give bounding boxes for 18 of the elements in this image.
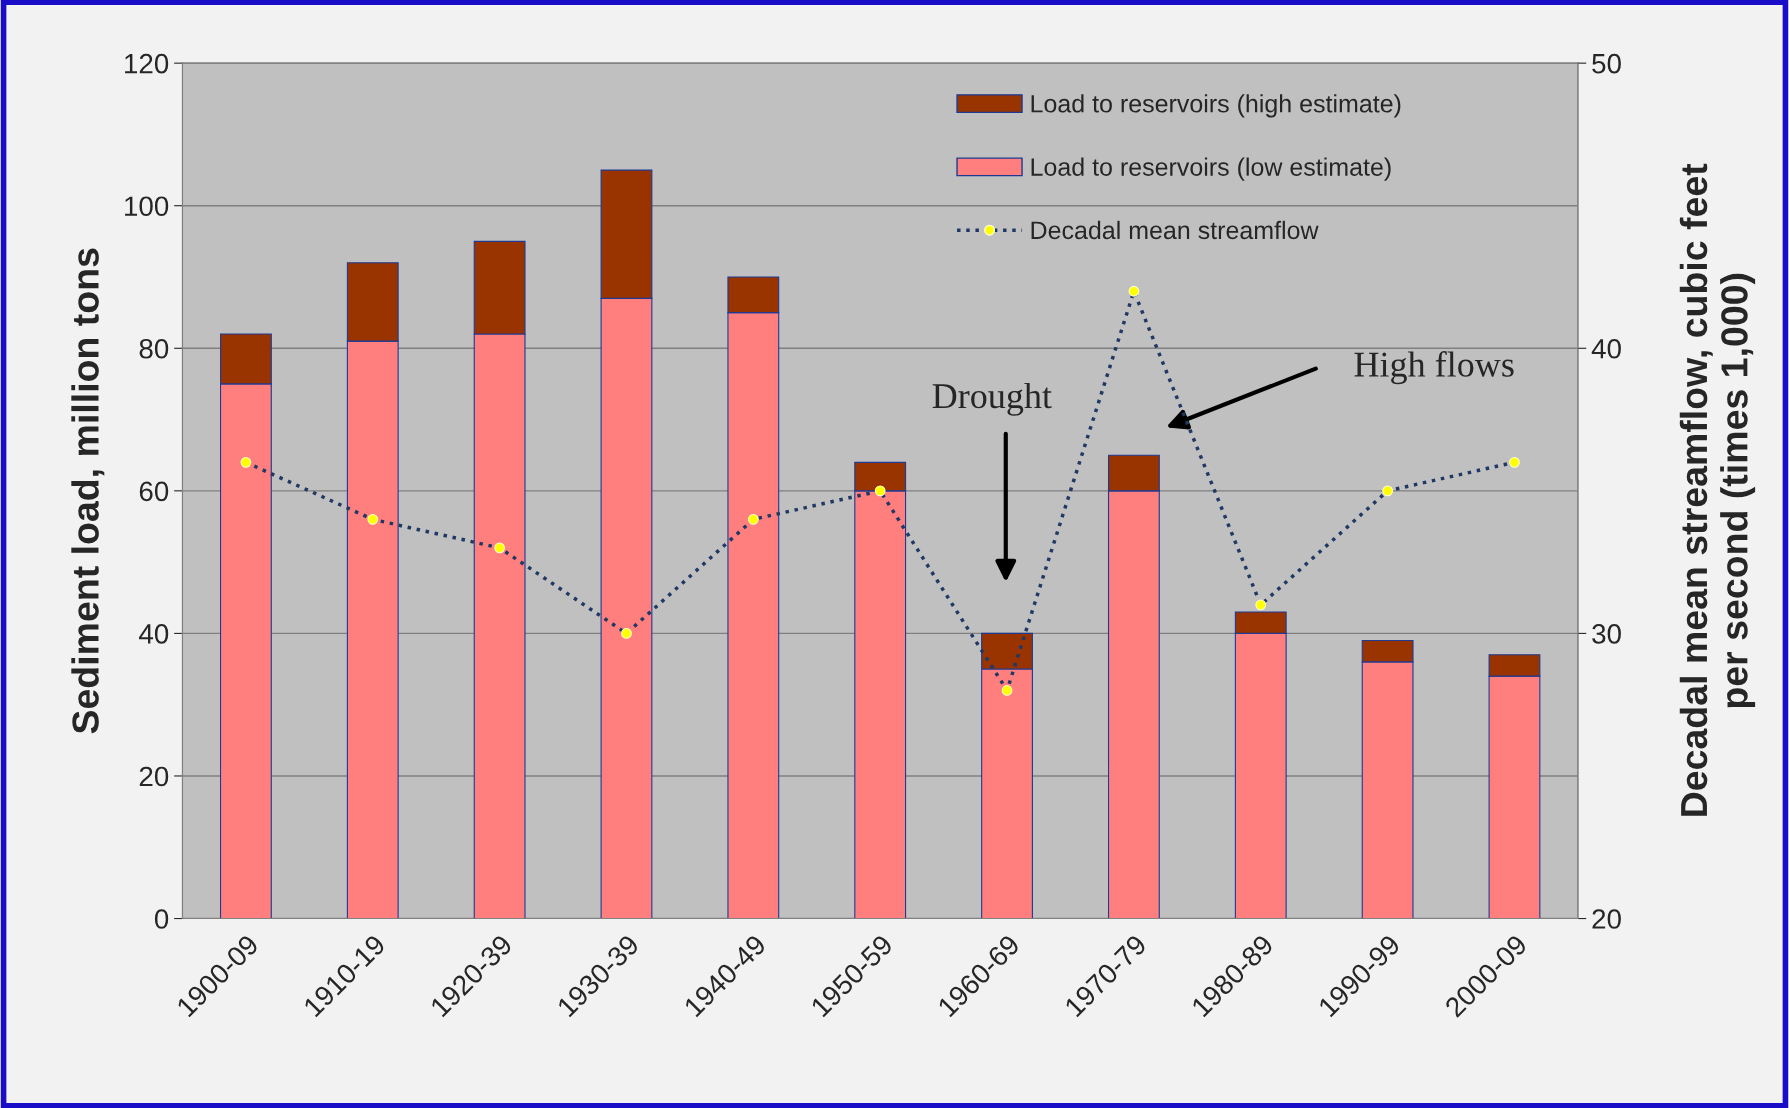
y-axis-title: Sediment load, million tons xyxy=(71,248,105,734)
legend-label: Load to reservoirs (low estimate) xyxy=(1031,157,1391,181)
y2-tick-label: 30 xyxy=(1592,624,1621,644)
y-tick-label: 100 xyxy=(125,196,169,217)
y-tick-label: 80 xyxy=(139,338,169,359)
y-tick-label: 120 xyxy=(125,53,169,74)
y2-tick-label: 40 xyxy=(1591,338,1621,359)
y-tick-label: 40 xyxy=(139,624,169,644)
y-tick-label: 60 xyxy=(139,481,169,502)
legend-label: Decadal mean streamflow xyxy=(1031,220,1319,240)
legend-label: Load to reservoirs (high estimate) xyxy=(1031,94,1401,118)
y-tick-label: 0 xyxy=(154,909,169,929)
y2-tick-label: 50 xyxy=(1592,53,1621,74)
y-tick-label: 20 xyxy=(139,766,169,787)
annotation: High flows xyxy=(1354,351,1514,385)
annotation: Drought xyxy=(932,382,1052,416)
y2-axis-title: Decadal mean streamflow, cubic feet per second (times 1,000) xyxy=(1679,163,1756,816)
y2-tick-label: 20 xyxy=(1592,909,1621,929)
